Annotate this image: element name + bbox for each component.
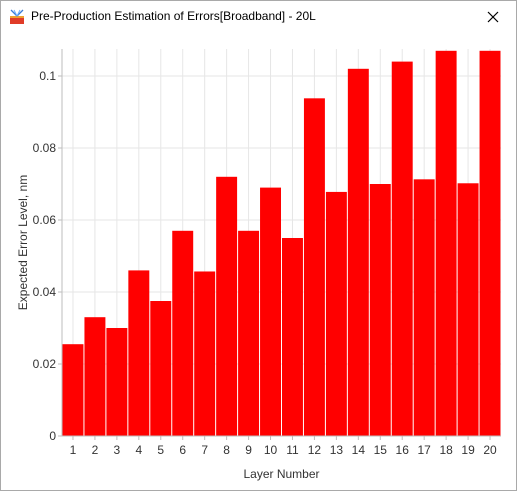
bar-layer-20 bbox=[479, 50, 501, 437]
bar-layer-13 bbox=[325, 191, 347, 436]
x-tick-label: 8 bbox=[223, 443, 230, 457]
x-tick-label: 1 bbox=[70, 443, 77, 457]
window-title: Pre-Production Estimation of Errors[Broa… bbox=[31, 9, 316, 23]
x-tick-label: 20 bbox=[483, 443, 497, 457]
bar-layer-12 bbox=[303, 98, 325, 436]
bar-layer-14 bbox=[347, 68, 369, 437]
bar-layer-17 bbox=[413, 179, 435, 436]
bar-layer-10 bbox=[260, 187, 281, 436]
x-tick-label: 5 bbox=[157, 443, 164, 457]
title-bar: Pre-Production Estimation of Errors[Broa… bbox=[1, 1, 516, 32]
bar-layer-16 bbox=[391, 61, 413, 436]
close-button[interactable] bbox=[470, 1, 516, 32]
close-icon[interactable] bbox=[487, 11, 499, 23]
x-tick-label: 7 bbox=[201, 443, 208, 457]
x-tick-label: 4 bbox=[135, 443, 142, 457]
x-axis-title: Layer Number bbox=[243, 467, 319, 481]
bar-layer-1 bbox=[62, 344, 84, 436]
bar-layer-7 bbox=[194, 271, 216, 436]
error-bar-chart: 00.020.040.060.080.11 2 3 4 5 6 7 8 9 10 11 12 13 14 1… bbox=[16, 49, 501, 481]
bar-layer-11 bbox=[282, 238, 303, 436]
y-axis-title: Expected Error Level, nm bbox=[16, 175, 30, 310]
x-tick-label: 13 bbox=[330, 443, 344, 457]
bar-layer-8 bbox=[216, 176, 238, 437]
y-tick-label: 0.08 bbox=[33, 141, 57, 155]
bar-layer-9 bbox=[238, 230, 260, 436]
x-tick-label: 15 bbox=[374, 443, 388, 457]
x-tick-label: 2 bbox=[92, 443, 99, 457]
bar-layer-5 bbox=[150, 301, 172, 436]
x-tick-label: 10 bbox=[264, 443, 278, 457]
y-tick-label: 0.1 bbox=[39, 69, 56, 83]
x-tick-label: 12 bbox=[308, 443, 322, 457]
bar-layer-19 bbox=[457, 183, 479, 436]
x-tick-label: 14 bbox=[352, 443, 366, 457]
x-tick-label: 19 bbox=[461, 443, 475, 457]
x-tick-label: 3 bbox=[114, 443, 121, 457]
plot-background bbox=[62, 49, 501, 436]
y-tick-label: 0.04 bbox=[33, 285, 57, 299]
x-tick-label: 6 bbox=[179, 443, 186, 457]
x-tick-label: 9 bbox=[245, 443, 252, 457]
bar-layer-3 bbox=[106, 328, 128, 436]
chart-area: 0 0.02 0.04 0.06 0.08 0.1 1 2 3 4 5 6 7 8 9 10 11 12 13 14 1… bbox=[1, 32, 516, 490]
y-tick-label: 0.02 bbox=[33, 357, 57, 371]
bar-layer-6 bbox=[172, 230, 194, 436]
app-logo-icon bbox=[9, 9, 25, 25]
x-tick-label: 16 bbox=[396, 443, 410, 457]
y-tick-label: 0 bbox=[49, 429, 56, 443]
y-tick-label: 0.06 bbox=[33, 213, 57, 227]
bar-layer-18 bbox=[435, 50, 457, 437]
bar-layer-4 bbox=[128, 270, 150, 436]
bar-layer-15 bbox=[369, 184, 391, 436]
x-tick-label: 17 bbox=[417, 443, 431, 457]
x-tick-label: 18 bbox=[439, 443, 453, 457]
bar-layer-2 bbox=[84, 317, 106, 436]
x-tick-label: 11 bbox=[286, 443, 299, 457]
